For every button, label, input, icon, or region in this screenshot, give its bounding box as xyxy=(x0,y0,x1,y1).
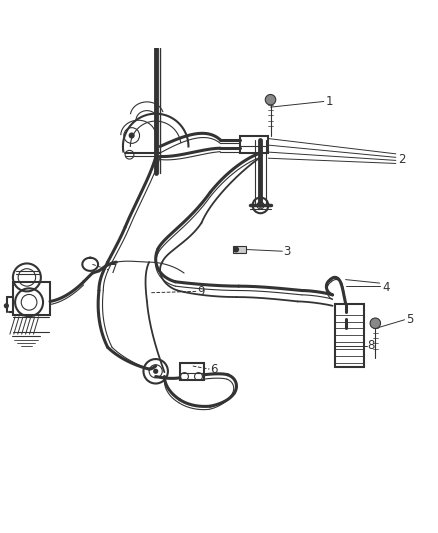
Bar xyxy=(13,282,50,314)
Circle shape xyxy=(153,369,158,374)
Circle shape xyxy=(4,303,9,309)
Text: 5: 5 xyxy=(406,313,413,326)
Circle shape xyxy=(129,133,135,139)
Text: 7: 7 xyxy=(110,263,117,277)
Text: 8: 8 xyxy=(367,340,375,352)
Text: 4: 4 xyxy=(383,281,390,294)
Circle shape xyxy=(370,318,381,328)
Bar xyxy=(335,304,364,367)
Bar xyxy=(180,364,204,380)
Text: 1: 1 xyxy=(326,95,333,108)
Circle shape xyxy=(233,246,239,253)
Circle shape xyxy=(265,94,276,105)
Text: 3: 3 xyxy=(284,245,291,258)
Text: 2: 2 xyxy=(398,153,406,166)
Text: 6: 6 xyxy=(210,362,218,376)
Bar xyxy=(240,135,268,153)
Text: 9: 9 xyxy=(197,285,205,298)
Bar xyxy=(233,246,246,253)
